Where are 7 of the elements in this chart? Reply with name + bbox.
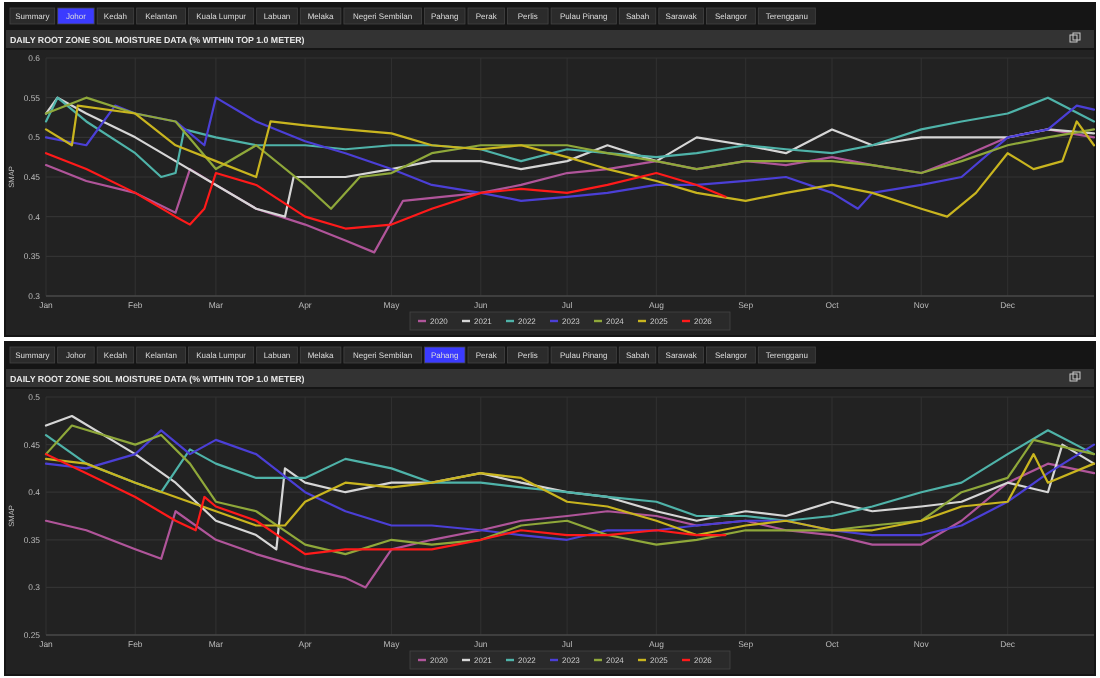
line-series: [44, 429, 1096, 522]
line-series: [44, 152, 727, 230]
line-series: [44, 96, 1096, 179]
line-series: [44, 453, 1096, 537]
line-series: [44, 429, 1096, 541]
line-series: [44, 453, 727, 556]
line-series: [44, 462, 1096, 589]
